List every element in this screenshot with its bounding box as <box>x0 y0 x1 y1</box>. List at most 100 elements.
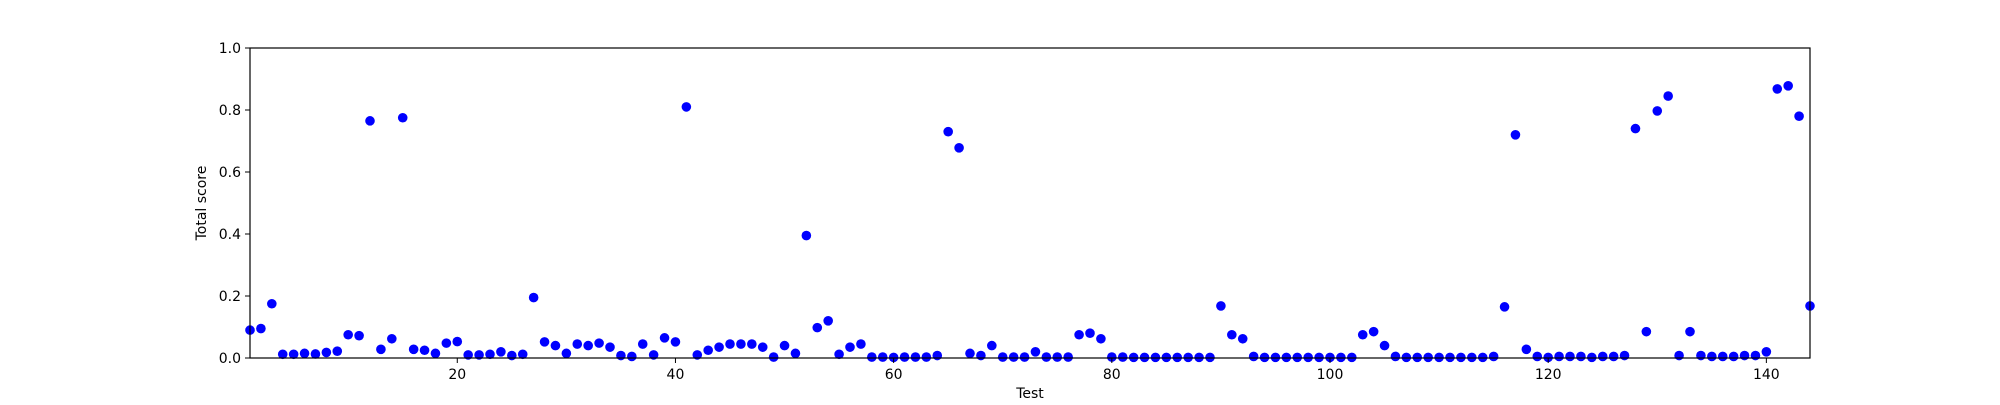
y-tick-label: 0.6 <box>219 165 241 181</box>
data-point <box>1216 301 1226 311</box>
data-point <box>397 112 408 123</box>
data-point <box>899 352 910 362</box>
data-point <box>419 345 430 356</box>
data-point <box>267 298 277 309</box>
data-point <box>561 348 572 359</box>
data-point <box>1608 351 1619 362</box>
data-point <box>845 342 855 352</box>
data-point <box>1128 352 1139 363</box>
data-point <box>1379 340 1390 351</box>
data-point <box>1117 352 1128 362</box>
x-tick-label: 120 <box>1535 367 1562 383</box>
plot-area <box>250 48 1810 358</box>
data-point <box>1456 352 1466 363</box>
data-point <box>812 322 823 333</box>
data-point <box>1587 352 1597 363</box>
data-point <box>736 339 746 349</box>
data-point <box>1597 351 1608 362</box>
data-point <box>932 350 943 361</box>
data-point <box>1728 351 1739 362</box>
data-point <box>1183 352 1193 363</box>
data-point <box>441 338 452 348</box>
data-point <box>888 352 899 363</box>
data-point <box>1030 347 1041 357</box>
data-point <box>1237 333 1248 344</box>
data-point <box>1674 350 1684 361</box>
data-point <box>517 349 528 360</box>
data-point <box>1347 352 1357 363</box>
data-point <box>681 102 692 112</box>
data-point <box>1074 329 1084 340</box>
data-point <box>1368 326 1379 337</box>
x-tick-label: 80 <box>1103 367 1121 383</box>
data-point <box>539 337 550 347</box>
data-point <box>288 349 299 360</box>
data-point <box>1085 328 1095 339</box>
data-point <box>637 339 648 349</box>
data-point <box>1783 81 1793 91</box>
data-point <box>659 333 670 343</box>
data-point <box>1336 352 1346 363</box>
data-point <box>1477 352 1488 363</box>
data-point <box>1227 329 1237 340</box>
data-point <box>757 342 768 352</box>
data-point <box>1248 351 1259 362</box>
data-point <box>572 339 583 349</box>
data-point <box>1390 351 1401 362</box>
data-point <box>1063 352 1073 362</box>
x-tick-label: 140 <box>1753 367 1780 383</box>
x-tick-label: 60 <box>885 367 903 383</box>
data-point <box>1707 351 1717 362</box>
data-point <box>670 337 681 347</box>
data-point <box>1150 352 1161 363</box>
data-point <box>790 348 801 359</box>
x-tick-label: 20 <box>448 367 466 383</box>
data-point <box>1619 350 1630 361</box>
data-point <box>1663 91 1673 101</box>
data-point <box>310 349 321 359</box>
x-axis-label: Test <box>1015 386 1044 400</box>
data-point <box>648 350 659 360</box>
data-points <box>245 81 1815 363</box>
data-point <box>1576 351 1586 362</box>
data-point <box>605 342 615 352</box>
data-point <box>714 342 724 352</box>
data-point <box>725 339 735 349</box>
data-point <box>365 116 375 126</box>
data-point <box>1270 352 1281 363</box>
data-point <box>801 230 812 241</box>
data-point <box>430 348 441 359</box>
data-point <box>616 350 626 361</box>
y-tick-label: 1.0 <box>219 41 241 57</box>
data-point <box>1510 130 1521 140</box>
data-point <box>1445 352 1455 363</box>
data-point <box>1739 350 1750 361</box>
data-point <box>1521 344 1532 355</box>
data-point <box>463 350 473 360</box>
data-point <box>1488 351 1499 362</box>
data-point <box>321 347 332 358</box>
data-point <box>1303 352 1313 363</box>
data-point <box>1717 351 1728 362</box>
data-point <box>1543 352 1553 363</box>
plot-frame <box>249 47 1811 359</box>
y-tick-label: 0.8 <box>219 103 241 119</box>
data-point <box>343 329 353 340</box>
data-point <box>1532 351 1543 362</box>
data-point <box>1292 352 1303 363</box>
data-point <box>1434 352 1444 363</box>
data-point <box>834 349 844 360</box>
data-point <box>823 316 833 326</box>
data-point <box>965 348 975 359</box>
data-point <box>452 336 463 347</box>
data-point <box>387 333 397 344</box>
x-axis-ticks: 20 40 60 80 100 120 140 <box>448 358 1780 383</box>
data-point <box>1412 352 1423 363</box>
data-point <box>747 339 757 349</box>
data-point <box>1019 352 1030 362</box>
data-point <box>474 350 484 360</box>
data-point <box>354 330 364 341</box>
data-point <box>1357 329 1368 340</box>
x-tick-label: 40 <box>667 367 685 383</box>
